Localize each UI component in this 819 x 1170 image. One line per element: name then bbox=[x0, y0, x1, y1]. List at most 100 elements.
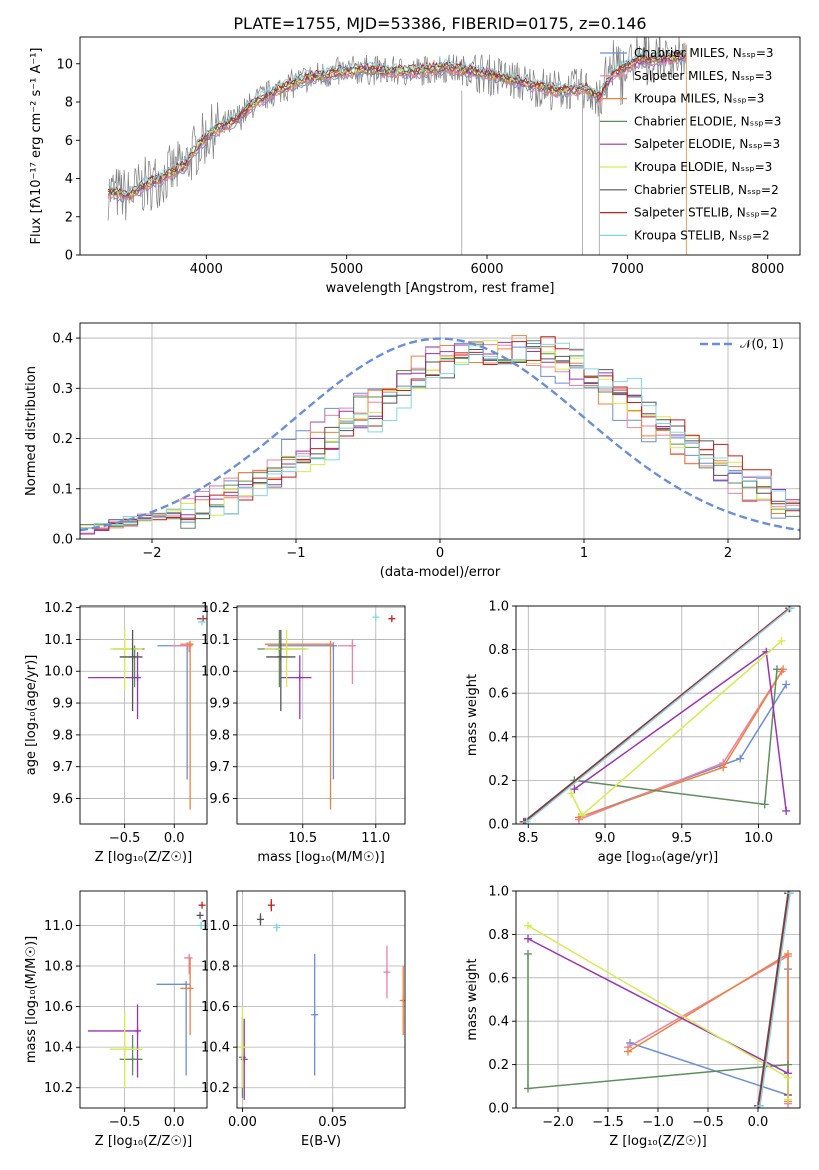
y-tick-label: 10.1 bbox=[201, 633, 230, 648]
x-axis-label: Z [log₁₀(Z/Z☉)] bbox=[609, 1134, 706, 1149]
y-tick-label: 0.4 bbox=[488, 730, 509, 745]
x-tick-label: −1.5 bbox=[592, 1115, 624, 1130]
legend-label: Chabrier ELODIE, Nₛₛₚ=3 bbox=[634, 114, 781, 128]
point-salpeter-elodie bbox=[280, 655, 312, 719]
y-tick-label: 4 bbox=[65, 172, 73, 187]
panel-mass-weight-age: 8.5 9.0 9.5 10.0 0.0 0.2 0.4 0.6 0.8 1.0 age [log₁… bbox=[465, 600, 801, 865]
y-tick-label: 10.8 bbox=[201, 960, 230, 975]
y-tick-label: 9.6 bbox=[52, 792, 73, 807]
point-chabrier-miles bbox=[156, 980, 190, 1076]
plot-area bbox=[519, 606, 795, 824]
legend-label: Kroupa STELIB, Nₛₛₚ=2 bbox=[634, 228, 770, 242]
model-kroupa-stelib bbox=[107, 48, 686, 195]
y-tick-label: 10.0 bbox=[44, 665, 73, 680]
x-tick-label: 0.00 bbox=[228, 1115, 257, 1130]
x-axis-label: (data-model)/error bbox=[380, 565, 501, 580]
x-tick-label: 2 bbox=[724, 546, 732, 561]
point-kroupa-stelib bbox=[198, 618, 206, 626]
point-salpeter-miles bbox=[171, 642, 193, 653]
y-tick-label: 10.4 bbox=[201, 1041, 230, 1056]
axes-frame bbox=[79, 36, 801, 256]
point-kroupa-elodie bbox=[264, 629, 309, 688]
series-chabrier-elodie bbox=[524, 949, 792, 1093]
y-tick-label: 9.8 bbox=[209, 728, 230, 743]
y-tick-label: 10.2 bbox=[44, 601, 73, 616]
point-chabrier-stelib bbox=[266, 629, 296, 712]
x-tick-label: 10.5 bbox=[288, 831, 317, 846]
series-line bbox=[758, 893, 790, 1106]
point-salpeter-stelib bbox=[388, 615, 396, 623]
y-tick-label: 0.2 bbox=[52, 432, 73, 447]
plot-area bbox=[238, 899, 405, 1100]
y-tick-label: 10.4 bbox=[44, 1041, 73, 1056]
legend-entry: Chabrier MILES, Nₛₛₚ=3 bbox=[600, 46, 774, 60]
y-tick-label: 11.0 bbox=[44, 919, 73, 934]
y-axis-label: age [log₁₀(age/yr)] bbox=[24, 655, 39, 776]
legend-label: Salpeter MILES, Nₛₛₚ=3 bbox=[634, 69, 772, 83]
point-kroupa-stelib bbox=[197, 921, 205, 929]
point-chabrier-stelib bbox=[196, 911, 204, 919]
point-chabrier-elodie bbox=[119, 1034, 143, 1076]
histogram-salpeter-elodie bbox=[80, 341, 800, 539]
y-tick-label: 10.0 bbox=[201, 665, 230, 680]
panel-age-mass: 10.5 11.0 9.6 9.7 9.8 9.9 10.0 10.1 10.2 mass [lo… bbox=[201, 601, 406, 865]
figure-title: PLATE=1755, MJD=53386, FIBERID=0175, z=0… bbox=[233, 14, 646, 33]
legend-label: Kroupa ELODIE, Nₛₛₚ=3 bbox=[634, 160, 772, 174]
legend-label: Chabrier STELIB, Nₛₛₚ=2 bbox=[634, 183, 779, 197]
legend-entry: Kroupa ELODIE, Nₛₛₚ=3 bbox=[600, 160, 772, 174]
x-axis-label: wavelength [Angstrom, rest frame] bbox=[326, 281, 555, 296]
plot-area bbox=[257, 613, 396, 810]
axes-frame bbox=[236, 890, 406, 1109]
y-axis-label: mass weight bbox=[465, 958, 480, 1040]
point-chabrier-stelib bbox=[256, 913, 264, 926]
x-tick-label: 11.0 bbox=[361, 831, 390, 846]
x-tick-label: −1 bbox=[286, 546, 305, 561]
panel-mass-ebv: 0.00 0.05 10.2 10.4 10.6 10.8 11.0 E(B-V) bbox=[201, 890, 406, 1149]
y-axis-label: mass [log₁₀(M/M☉)] bbox=[24, 936, 39, 1063]
panel-spectrum: 4000 5000 6000 7000 8000 0 2 4 6 8 10 wavelength [A… bbox=[29, 36, 801, 296]
y-tick-label: 0.0 bbox=[488, 1102, 509, 1117]
point-salpeter-elodie bbox=[87, 1004, 142, 1078]
y-tick-label: 1.0 bbox=[488, 885, 509, 900]
plot-area bbox=[107, 37, 687, 255]
legend-entry: Salpeter MILES, Nₛₛₚ=3 bbox=[600, 69, 772, 83]
x-tick-label: 0.0 bbox=[164, 1115, 185, 1130]
series-chabrier-elodie bbox=[570, 665, 781, 809]
legend-entry: Chabrier STELIB, Nₛₛₚ=2 bbox=[600, 183, 779, 197]
x-tick-label: 8.5 bbox=[518, 831, 539, 846]
x-tick-label: 0 bbox=[436, 546, 444, 561]
y-tick-label: 10.2 bbox=[201, 1081, 230, 1096]
legend-label: 𝒩(0, 1) bbox=[740, 337, 784, 351]
y-tick-label: 10 bbox=[56, 57, 73, 72]
plot-area bbox=[87, 901, 206, 1088]
y-tick-label: 9.9 bbox=[209, 697, 230, 712]
legend-label: Salpeter STELIB, Nₛₛₚ=2 bbox=[634, 206, 778, 220]
series-line bbox=[524, 607, 790, 823]
y-tick-label: 0.0 bbox=[52, 533, 73, 548]
x-tick-label: 6000 bbox=[470, 262, 503, 277]
x-tick-label: 0.0 bbox=[748, 1115, 769, 1130]
y-tick-label: 0.2 bbox=[488, 1058, 509, 1073]
y-tick-label: 10.2 bbox=[201, 601, 230, 616]
y-tick-label: 0.8 bbox=[488, 928, 509, 943]
y-tick-label: 9.6 bbox=[209, 792, 230, 807]
point-kroupa-miles bbox=[180, 957, 194, 1035]
series-line bbox=[526, 607, 792, 823]
point-salpeter-stelib bbox=[267, 899, 275, 912]
x-axis-label: E(B-V) bbox=[301, 1134, 341, 1149]
x-tick-label: 0.0 bbox=[164, 831, 185, 846]
y-tick-label: 0.0 bbox=[488, 818, 509, 833]
legend-entry: Chabrier ELODIE, Nₛₛₚ=3 bbox=[600, 114, 781, 128]
axes-frame bbox=[515, 890, 801, 1109]
point-kroupa-elodie bbox=[109, 629, 143, 691]
x-tick-label: −0.5 bbox=[692, 1115, 724, 1130]
x-axis-label: mass [log₁₀(M/M☉)] bbox=[257, 850, 384, 865]
point-salpeter-miles bbox=[337, 639, 356, 684]
histogram-kroupa-stelib bbox=[80, 342, 800, 539]
y-tick-label: 0.6 bbox=[488, 687, 509, 702]
legend-entry: 𝒩(0, 1) bbox=[700, 337, 784, 351]
legend-label: Kroupa MILES, Nₛₛₚ=3 bbox=[634, 92, 764, 106]
y-tick-label: 10.8 bbox=[44, 960, 73, 975]
axes-frame bbox=[79, 605, 208, 825]
legend-label: Salpeter ELODIE, Nₛₛₚ=3 bbox=[634, 137, 780, 151]
